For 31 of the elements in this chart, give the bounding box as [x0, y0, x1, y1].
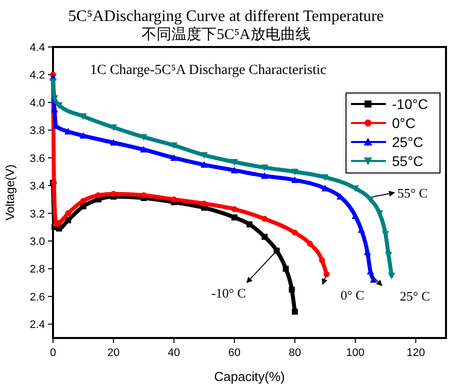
legend-label: 25°C	[392, 134, 424, 150]
legend-label: 0°C	[392, 115, 416, 131]
legend-label: -10°C	[392, 96, 428, 112]
annotation: 55° C	[397, 186, 428, 201]
y-tick-label: 2.4	[30, 319, 45, 332]
y-tick-label: 4.2	[30, 70, 45, 82]
annotation: 25° C	[400, 288, 430, 304]
x-tick-label: 120	[406, 347, 425, 359]
chart-subtitle: 不同温度下5C⁵A放电曲线	[142, 26, 310, 43]
y-tick-label: 3.4	[30, 180, 45, 193]
annotation: 0° C	[340, 287, 364, 302]
y-tick-label: 4.4	[30, 42, 45, 54]
y-tick-label: 2.6	[30, 291, 45, 304]
x-axis-title: Capacity(%)	[214, 369, 285, 384]
annotation: 1C Charge-5C⁵A Discharge Characteristic	[90, 63, 326, 78]
y-tick-label: 4.0	[30, 97, 45, 110]
legend-label: 55°C	[392, 153, 424, 169]
y-tick-label: 2.8	[30, 264, 45, 276]
annotation: -10° C	[211, 286, 246, 301]
y-axis-title: Voltage(V)	[3, 164, 17, 221]
x-tick-label: 80	[288, 347, 301, 359]
y-tick-label: 3.8	[30, 125, 45, 138]
x-tick-label: 100	[346, 347, 364, 359]
x-tick-label: 60	[228, 347, 241, 359]
chart-title: 5C⁵ADischarging Curve at different Temperature	[68, 8, 384, 25]
y-tick-label: 3.2	[30, 208, 45, 220]
x-tick-label: 0	[50, 347, 56, 359]
x-tick-label: 20	[107, 347, 120, 359]
x-tick-label: 40	[168, 347, 180, 359]
y-tick-label: 3.0	[30, 236, 45, 248]
y-tick-label: 3.6	[30, 152, 45, 165]
